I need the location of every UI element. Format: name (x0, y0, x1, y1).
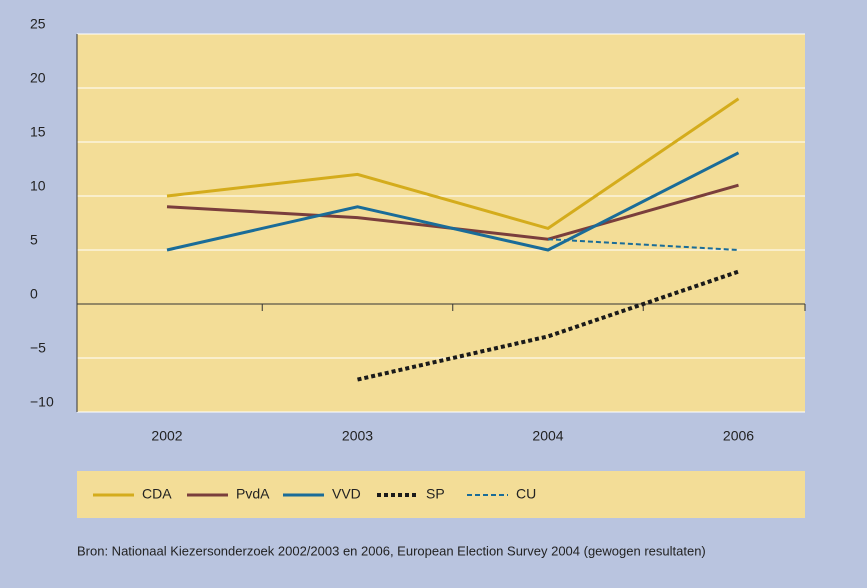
legend-label: VVD (332, 486, 361, 502)
y-tick-label: −10 (30, 394, 54, 410)
series-line (166, 151, 740, 252)
y-tick-label: −5 (30, 340, 46, 356)
legend-label: PvdA (236, 486, 270, 502)
x-tick-label: 2006 (723, 428, 754, 444)
source-note: Bron: Nationaal Kiezersonderzoek 2002/20… (77, 543, 706, 558)
y-tick-label: 5 (30, 232, 38, 248)
series-line (357, 269, 740, 382)
legend-label: SP (426, 486, 445, 502)
y-tick-label: 20 (30, 70, 46, 86)
x-tick-label: 2002 (151, 428, 182, 444)
legend-label: CU (516, 486, 536, 502)
y-tick-label: 10 (30, 178, 46, 194)
x-tick-label: 2003 (342, 428, 373, 444)
y-tick-label: 0 (30, 286, 38, 302)
x-tick-label: 2004 (532, 428, 563, 444)
series-line (166, 97, 740, 231)
y-tick-label: 15 (30, 124, 46, 140)
y-tick-label: 25 (30, 16, 46, 32)
plot-area (77, 34, 805, 412)
legend-label: CDA (142, 486, 172, 502)
